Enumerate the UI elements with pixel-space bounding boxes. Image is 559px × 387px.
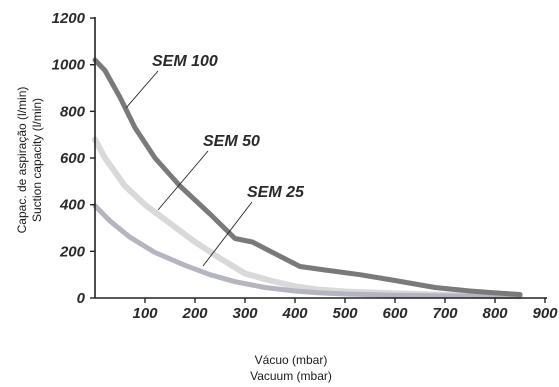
chart-curves [92,57,523,300]
y-tick-label: 600 [60,150,86,167]
series-label-sem-100: SEM 100 [152,53,218,70]
y-axis-title-line2: Suction capacity (l/min) [30,98,44,222]
x-tick-label: 800 [482,305,508,322]
chart-ticks: 0 200 400 600 800 1000 1200 100 200 300 400 500 600 7… [52,10,559,322]
y-axis-title-line1: Capac. de aspiração (l/min) [15,87,29,234]
y-tick-label: 200 [59,243,86,260]
x-tick-label: 300 [232,305,258,322]
series-line-sem-100 [92,57,523,297]
y-tick-label: 1200 [52,10,86,27]
y-tick-label: 0 [77,290,86,307]
y-tick-label: 800 [60,103,86,120]
y-tick-label: 400 [59,197,86,214]
x-tick-label: 200 [181,305,208,322]
chart-series-labels: SEM 100 SEM 50 SEM 25 [125,53,305,267]
leader-line-sem-25 [202,201,253,267]
x-tick-label: 400 [281,305,308,322]
leader-line-sem-50 [157,150,209,211]
x-tick-label: 900 [532,305,558,322]
x-axis-title-line2: Vacuum (mbar) [250,369,332,383]
x-tick-label: 700 [432,305,458,322]
x-axis-title-line1: Vácuo (mbar) [255,353,328,367]
y-tick-label: 1000 [52,57,86,74]
series-label-sem-50: SEM 50 [203,133,260,150]
series-line-sem-25 [92,203,523,300]
series-label-sem-25: SEM 25 [247,184,305,201]
x-tick-label: 100 [132,305,158,322]
x-tick-label: 600 [382,305,408,322]
x-tick-label: 500 [332,305,358,322]
leader-line-sem-100 [125,70,159,109]
